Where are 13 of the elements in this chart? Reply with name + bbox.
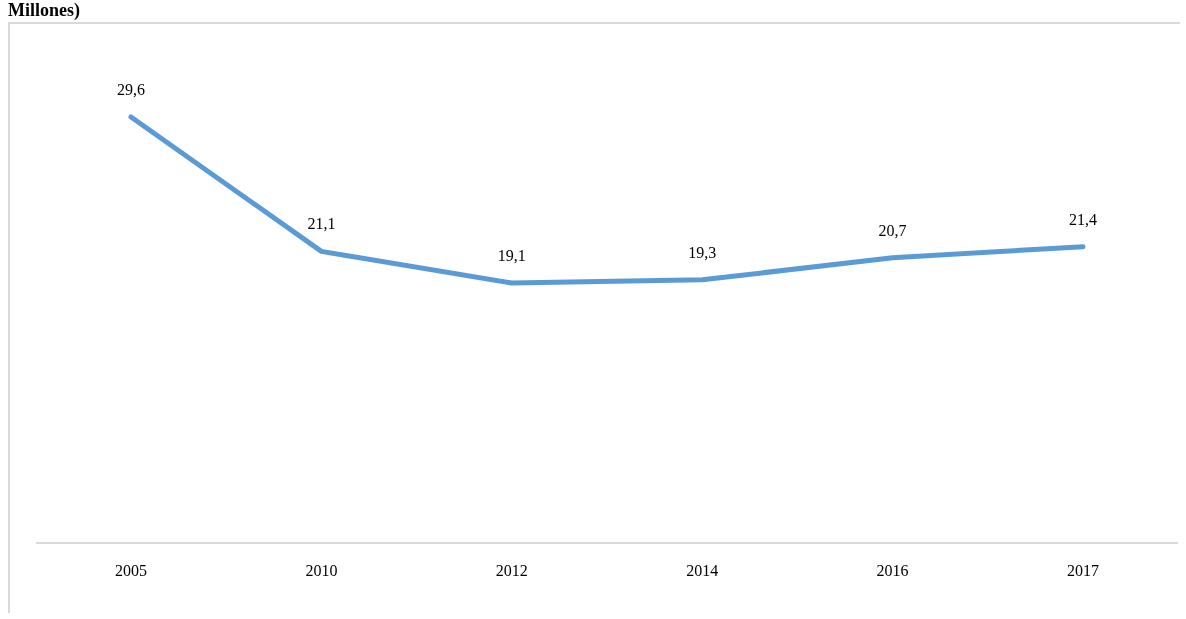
data-label: 19,3 (688, 243, 717, 261)
x-tick-label: 2012 (495, 562, 528, 580)
x-tick-label: 2016 (876, 562, 909, 580)
data-label: 21,1 (307, 215, 336, 233)
chart-title: Millones) (8, 0, 80, 21)
x-tick-label: 2014 (686, 562, 719, 580)
data-label: 19,1 (497, 247, 526, 264)
x-tick-label: 2017 (1067, 562, 1099, 580)
x-tick-label: 2010 (305, 562, 338, 580)
x-tick-label: 2005 (115, 562, 147, 580)
data-label: 29,6 (117, 81, 145, 98)
data-label: 20,7 (878, 221, 907, 239)
data-label: 21,4 (1069, 210, 1097, 228)
